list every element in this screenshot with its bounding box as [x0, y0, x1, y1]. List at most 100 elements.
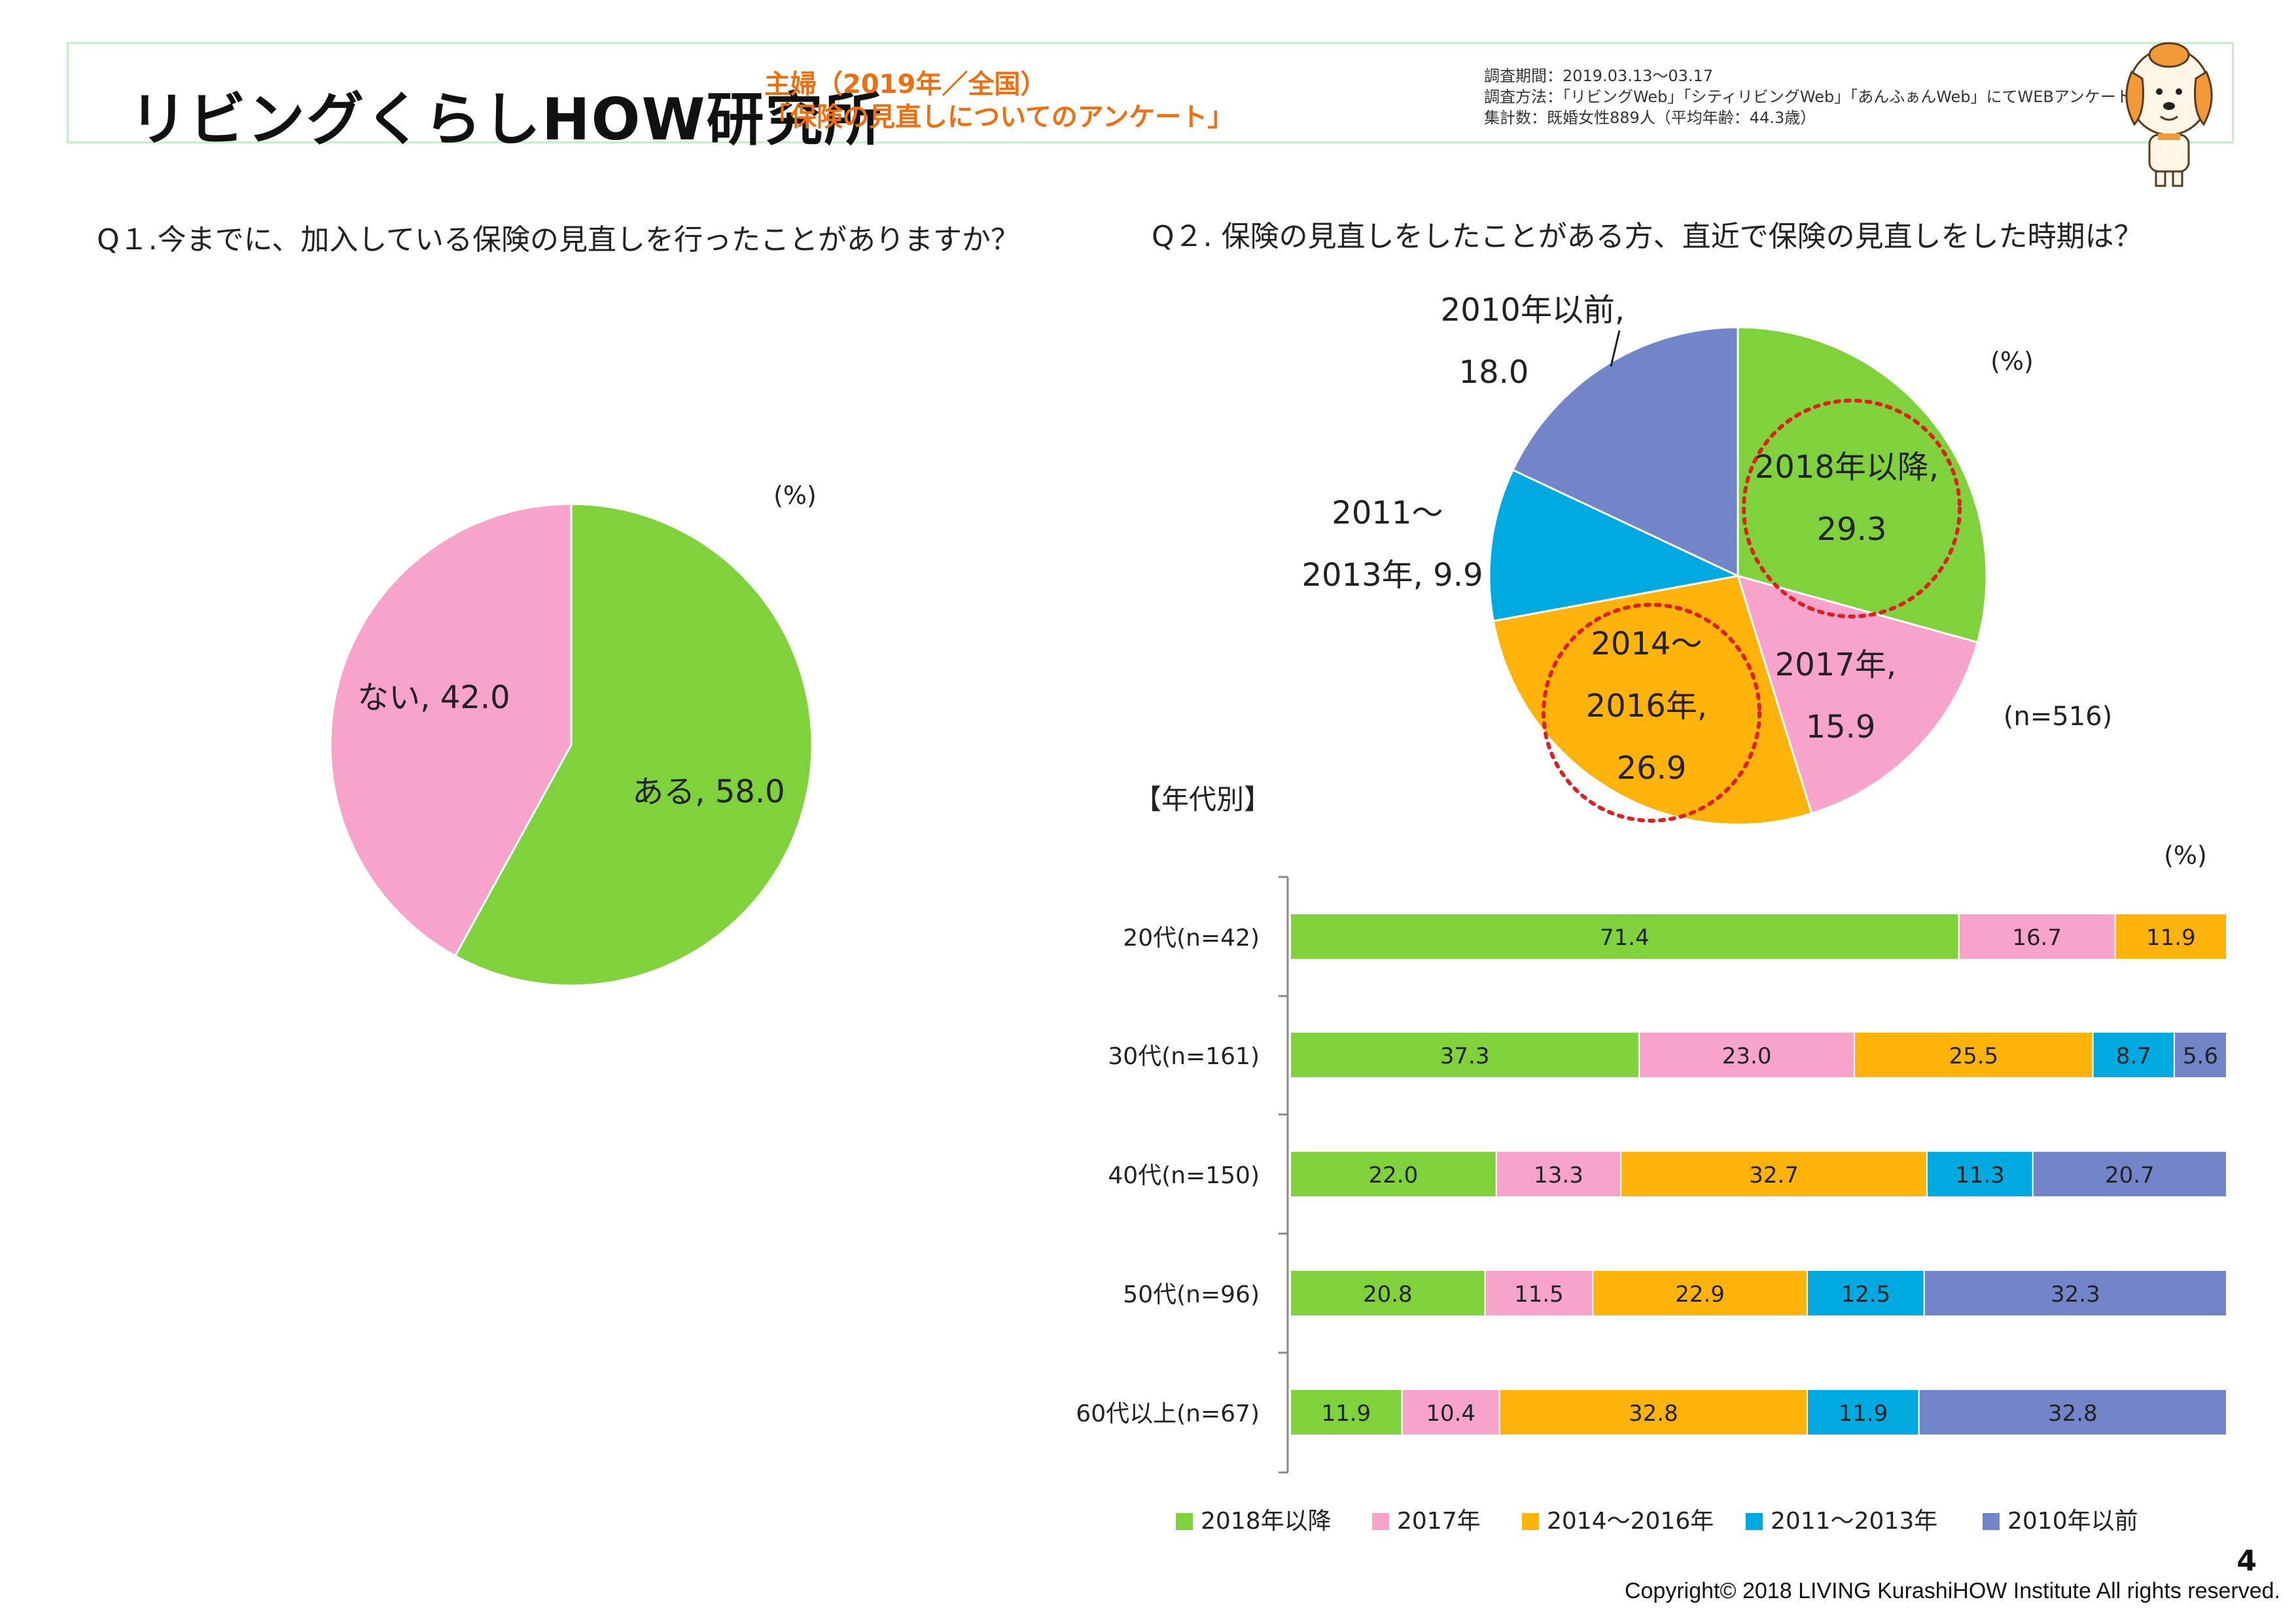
pie2-slice-1 [1736, 574, 1979, 815]
pie2-label-2017: 2017年, 15.9 [1775, 647, 1907, 745]
bar-segment [1401, 1389, 1500, 1436]
bar-value-label: 11.3 [1955, 1162, 2005, 1188]
bar-value-label: 32.3 [2051, 1281, 2100, 1308]
q2-pie-chart: 2018年以降, 29.3 2017年, 15.9 2014〜 2016年, 2… [1301, 292, 2112, 826]
pie2-slice-4 [1511, 326, 1739, 578]
pie1-slice-label-aru: ある, 58.0 [632, 774, 785, 810]
pie2-label-2011-line2: 2013年, 9.9 [1301, 557, 1483, 594]
bar-segment [1923, 1270, 2228, 1317]
bar-segment [1806, 1270, 1925, 1317]
legend-swatch [1746, 1513, 1763, 1530]
legend-swatch [1176, 1513, 1193, 1530]
copyright: Copyright© 2018 LIVING KurashiHOW Instit… [1624, 1578, 2280, 1603]
bar-segment [1290, 1031, 1640, 1079]
bar-value-label: 20.7 [2105, 1162, 2155, 1188]
pie2-label-2010-line1: 2010年以前, [1441, 292, 1625, 329]
pie2-label-2011-line1: 2011〜 [1332, 495, 1443, 531]
bar-value-label: 5.6 [2183, 1043, 2218, 1069]
pie2-label-2018: 2018年以降, 29.3 [1755, 449, 1949, 548]
pie1-slice-0 [453, 503, 813, 987]
legend-label: 2010年以前 [2007, 1508, 2138, 1535]
bar-value-label: 37.3 [1440, 1043, 1490, 1069]
pie2-label-2010: 2010年以前, 18.0 [1441, 292, 1635, 391]
header-box [67, 42, 2234, 143]
bar-value-label: 25.5 [1949, 1043, 1998, 1069]
bar-segment [1290, 1389, 1403, 1436]
pie2-slice-0 [1737, 326, 1988, 644]
bar-segment [1807, 1389, 1920, 1436]
age-stacked-bar-chart: 【年代別】 (%) 20代(n=42) 71.4 16.7 11.9 30代(n=161… [1076, 783, 2228, 1535]
dog-mascot-icon [2125, 42, 2213, 187]
q2-title: Q２. 保険の見直しをしたことがある方、直近で保険の見直しをした時期は？ [1152, 220, 2143, 253]
pie2-label-2011: 2011〜 2013年, 9.9 [1301, 495, 1483, 594]
bar-segment [1484, 1270, 1594, 1317]
bar-segment [1620, 1150, 1928, 1198]
survey-period: 調査期間：2019.03.13〜03.17 [1484, 67, 1714, 85]
q1-pie-chart: ある, 58.0 ない, 42.0 (%) [329, 481, 817, 987]
bar-value-label: 11.9 [2146, 925, 2196, 951]
survey-subtitle-line1: 主婦（2019年／全国） [764, 69, 1047, 99]
bar-value-label: 32.8 [2048, 1400, 2098, 1427]
bar-category-label: 40代(n=150) [1108, 1162, 1260, 1189]
bar-category-label: 50代(n=96) [1123, 1281, 1260, 1308]
bar-segment [1495, 1150, 1622, 1198]
bar-value-label: 11.9 [1321, 1400, 1371, 1427]
bar-value-label: 22.9 [1675, 1281, 1725, 1308]
pie2-label-2014: 2014〜 2016年, 26.9 [1586, 626, 1718, 787]
bar-segment [1290, 1270, 1486, 1317]
bar-value-label: 16.7 [2012, 925, 2062, 951]
bar-segment [1592, 1270, 1808, 1317]
bar-value-label: 8.7 [2116, 1043, 2151, 1069]
bar-segment [2173, 1031, 2228, 1079]
legend-swatch [1522, 1513, 1539, 1530]
bar-segment [2114, 913, 2227, 960]
pie2-label-2014-line2: 2016年, [1586, 688, 1707, 724]
survey-method: 調査方法：「リビングWeb」「シティリビングWeb」「あんふぁんWeb」にてWE… [1484, 88, 2132, 106]
pie1-slice-1 [329, 503, 573, 957]
pie2-n-label: (n=516) [2004, 702, 2112, 732]
highlight-circle-2018 [1742, 399, 1962, 618]
pie2-label-2014-line1: 2014〜 [1591, 626, 1702, 662]
bar-value-label: 23.0 [1722, 1043, 1772, 1069]
legend-label: 2014〜2016年 [1547, 1508, 1714, 1535]
legend-label: 2011〜2013年 [1771, 1508, 1937, 1535]
bar-value-label: 32.8 [1629, 1400, 1678, 1427]
legend-label: 2017年 [1397, 1508, 1481, 1535]
bar-value-label: 11.9 [1839, 1400, 1888, 1427]
bar-value-label: 32.7 [1749, 1162, 1799, 1188]
pie2-leader-line [1610, 330, 1621, 367]
q1-title: Q１.今までに、加入している保険の見直しを行ったことがありますか？ [97, 223, 1019, 257]
pie2-label-2010-line2: 18.0 [1459, 354, 1529, 391]
pie2-label-2018-line2: 29.3 [1817, 511, 1887, 548]
legend-swatch [1983, 1513, 2000, 1530]
page-number: 4 [2236, 1544, 2257, 1578]
pie2-slice-3 [1488, 469, 1741, 622]
pie2-label-2017-line1: 2017年, [1775, 647, 1896, 683]
bar-value-label: 20.8 [1363, 1281, 1413, 1308]
pie2-unit-label: (%) [1990, 347, 2034, 376]
legend-swatch [1372, 1513, 1389, 1530]
bar-segment [1958, 913, 2116, 960]
bar-segment [1918, 1389, 2228, 1436]
pie1-slice-label-nai: ない, 42.0 [357, 679, 510, 716]
bar-category-label: 60代以上(n=67) [1076, 1400, 1260, 1427]
bar-value-label: 12.5 [1841, 1281, 1890, 1308]
bar-category-label: 30代(n=161) [1108, 1043, 1260, 1070]
survey-subtitle-line2: 「保険の見直しについてのアンケート」 [764, 102, 1234, 132]
bar-value-label: 22.0 [1369, 1162, 1419, 1188]
logo: リビングくらしHOW研究所 [130, 86, 883, 153]
pie2-label-2018-line1: 2018年以降, [1755, 449, 1939, 486]
bar-category-label: 20代(n=42) [1123, 925, 1260, 952]
bar-segment [2032, 1150, 2227, 1198]
pie2-label-2014-line3: 26.9 [1617, 750, 1687, 787]
legend-label: 2018年以降 [1201, 1508, 1332, 1535]
highlight-circle-2014 [1542, 603, 1761, 823]
survey-sample: 集計数：既婚女性889人（平均年齢：44.3歳） [1484, 109, 1816, 127]
bar-segment [2092, 1031, 2175, 1079]
bar-segment [1290, 913, 1960, 960]
pie2-label-2017-line2: 15.9 [1806, 709, 1876, 745]
bar-unit-label: (%) [2164, 841, 2207, 870]
pie1-unit-label: (%) [773, 481, 817, 510]
bar-value-label: 13.3 [1534, 1162, 1583, 1188]
bar-value-label: 10.4 [1426, 1400, 1475, 1427]
